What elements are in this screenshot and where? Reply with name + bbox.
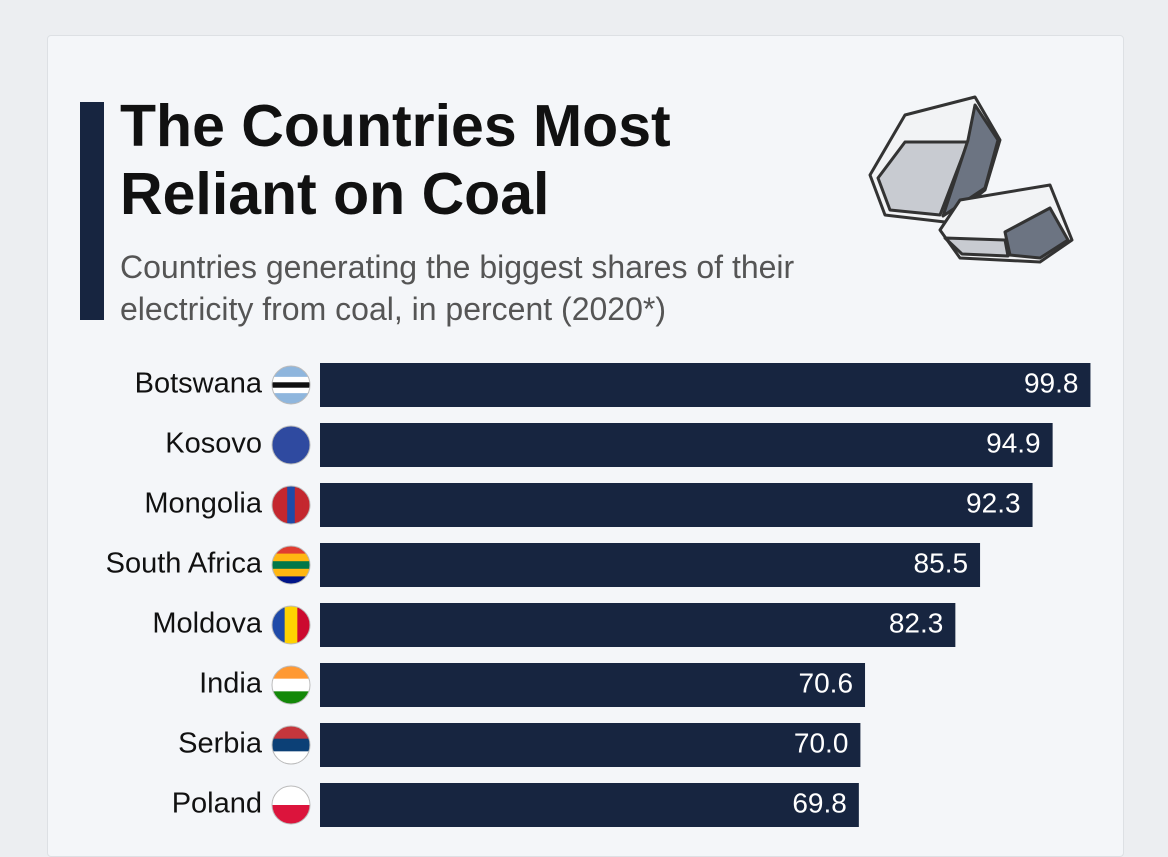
flag-border	[271, 785, 311, 825]
category-label: India	[199, 668, 263, 700]
flag-stripe	[302, 486, 310, 524]
flag-stripe	[272, 376, 310, 383]
bar	[320, 423, 1053, 467]
flag-stripe	[272, 366, 310, 372]
flag-stripe	[272, 398, 310, 404]
flag-stripe	[284, 606, 298, 644]
value-label: 82.3	[889, 607, 944, 638]
flag-stripe	[272, 726, 310, 740]
value-label: 99.8	[1024, 367, 1079, 398]
flag-border	[271, 665, 311, 705]
category-label: Botswana	[135, 368, 263, 400]
bar	[320, 543, 981, 587]
flag-stripe	[297, 606, 310, 644]
flag-stripe	[272, 382, 310, 389]
flag-border	[271, 545, 311, 585]
flag-stripe	[272, 387, 310, 394]
flag-stripe	[272, 486, 281, 524]
flag-stripe	[272, 738, 310, 752]
flag-stripe	[272, 691, 310, 704]
flag-stripe	[279, 486, 288, 524]
flag	[272, 606, 310, 644]
flag-border	[271, 485, 311, 525]
category-label: Mongolia	[144, 488, 263, 520]
category-label: Moldova	[152, 608, 262, 640]
accent-bar	[80, 102, 104, 320]
bar	[320, 363, 1091, 407]
flag	[272, 486, 310, 524]
flag-stripe	[272, 786, 310, 806]
flag-stripe	[272, 371, 310, 378]
flag-stripe	[272, 805, 310, 824]
category-label: Poland	[172, 788, 262, 820]
flag-stripe	[272, 576, 310, 584]
flag	[272, 726, 310, 764]
flag-stripe	[272, 553, 310, 562]
value-label: 70.0	[794, 727, 849, 758]
chart-subtitle: Countries generating the biggest shares …	[120, 249, 795, 327]
flag-stripe	[272, 678, 310, 692]
flag-border	[271, 725, 311, 765]
bar	[320, 603, 956, 647]
bar	[320, 663, 866, 707]
flag-border	[271, 605, 311, 645]
flag	[272, 666, 310, 704]
flag-stripe	[272, 426, 310, 464]
flag-stripe	[272, 751, 310, 764]
value-label: 70.6	[799, 667, 854, 698]
flag-stripe	[272, 393, 310, 400]
flag-stripe	[294, 486, 303, 524]
flag	[272, 546, 310, 584]
value-label: 69.8	[792, 787, 847, 818]
flag	[272, 426, 310, 464]
bar	[320, 783, 859, 827]
coal-icon	[868, 95, 1074, 264]
chart-title: The Countries Most Reliant on Coal	[120, 93, 671, 227]
bar	[320, 483, 1033, 527]
flag-border	[271, 425, 311, 465]
category-label: Kosovo	[165, 428, 262, 460]
flag-stripe	[272, 606, 286, 644]
bar	[320, 723, 861, 767]
flag-stripe	[287, 486, 296, 524]
value-label: 92.3	[966, 487, 1021, 518]
value-label: 94.9	[986, 427, 1041, 458]
category-label: Serbia	[178, 728, 263, 760]
flag	[272, 786, 310, 824]
flag	[272, 366, 310, 404]
flag-stripe	[272, 561, 310, 570]
flag-stripe	[272, 568, 310, 577]
value-label: 85.5	[914, 547, 969, 578]
flag-border	[271, 365, 311, 405]
flag-stripe	[272, 666, 310, 680]
category-label: South Africa	[106, 548, 263, 580]
flag-stripe	[272, 546, 310, 555]
